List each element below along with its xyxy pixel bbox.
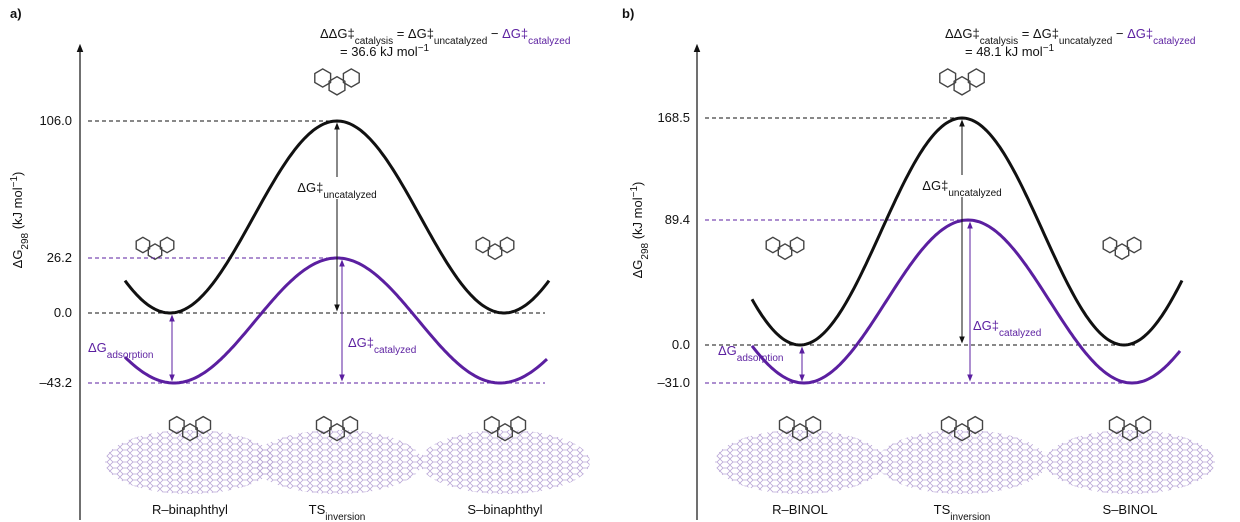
y-axis-label: ΔG298 (kJ mol−1) xyxy=(629,182,651,279)
figure: a)ΔG298 (kJ mol−1)ΔΔG‡catalysis = ΔG‡unc… xyxy=(0,0,1240,522)
state-label-part: S–BINOL xyxy=(1103,502,1158,517)
equation-part: ΔG‡ xyxy=(502,26,528,41)
level-label: 168.5 xyxy=(657,110,690,125)
state-label-part: R–binaphthyl xyxy=(152,502,228,517)
adsorption-label: ΔGadsorption xyxy=(718,343,784,364)
equation-part: ΔΔG‡ xyxy=(945,26,980,41)
y-axis-label-part: ) xyxy=(630,182,645,186)
graphene-sheet xyxy=(420,430,590,494)
y-axis-label-part: (kJ mol xyxy=(630,197,645,243)
state-label: R–BINOL xyxy=(772,502,828,517)
uncatalyzed-curve xyxy=(752,118,1182,345)
graphene-sheet xyxy=(715,430,885,494)
equation-part: catalyzed xyxy=(528,36,570,47)
molecule-ring xyxy=(778,244,791,259)
graphene-sheet xyxy=(105,430,275,494)
state-label: S–BINOL xyxy=(1103,502,1158,517)
molecule-ring xyxy=(968,69,984,87)
catalyzed-curve xyxy=(125,258,547,383)
state-label-part: S–binaphthyl xyxy=(467,502,542,517)
state-label: TSinversion xyxy=(309,502,366,522)
uncatalyzed-label-part: uncatalyzed xyxy=(948,188,1001,199)
adsorption-label-part: adsorption xyxy=(107,350,154,361)
equation-result-part: = 48.1 kJ mol xyxy=(965,44,1043,59)
y-axis-label-part: 298 xyxy=(640,242,651,259)
molecule-ring xyxy=(940,69,956,87)
y-axis-label-part: ) xyxy=(10,172,25,176)
graphene-sheet xyxy=(1045,430,1215,494)
uncatalyzed-label-part: ΔG‡ xyxy=(922,178,948,193)
panel-label: a) xyxy=(10,6,22,21)
equation-part: catalyzed xyxy=(1153,36,1195,47)
equation-part: uncatalyzed xyxy=(434,36,487,47)
equation-part: − xyxy=(1112,26,1127,41)
y-axis-label: ΔG298 (kJ mol−1) xyxy=(9,172,31,269)
level-label: 26.2 xyxy=(47,250,72,265)
graphene-sheet xyxy=(252,430,422,494)
panel-label: b) xyxy=(622,6,634,21)
equation-result-part: = 36.6 kJ mol xyxy=(340,44,418,59)
molecule-ring xyxy=(160,237,173,252)
equation-part: = ΔG‡ xyxy=(1018,26,1059,41)
uncatalyzed-label-part: uncatalyzed xyxy=(323,190,376,201)
y-axis-label-part: ΔG xyxy=(630,260,645,279)
catalyzed-label-part: ΔG‡ xyxy=(348,335,374,350)
catalyzed-label-part: catalyzed xyxy=(999,328,1041,339)
equation-part: uncatalyzed xyxy=(1059,36,1112,47)
catalyzed-label: ΔG‡catalyzed xyxy=(973,318,1041,339)
adsorption-label-part: ΔG xyxy=(718,343,737,358)
y-axis-label-part: −1 xyxy=(9,176,20,188)
state-label: TSinversion xyxy=(934,502,991,522)
uncatalyzed-label-part: ΔG‡ xyxy=(297,180,323,195)
state-label-part: R–BINOL xyxy=(772,502,828,517)
equation-part: = ΔG‡ xyxy=(393,26,434,41)
level-label: 106.0 xyxy=(39,113,72,128)
equation-result-part: −1 xyxy=(1043,43,1055,54)
state-label-part: TS xyxy=(309,502,326,517)
graphene-sheet xyxy=(877,430,1047,494)
level-label: 0.0 xyxy=(672,337,690,352)
molecule-ring xyxy=(766,237,779,252)
catalyzed-curve xyxy=(752,220,1180,383)
state-label-part: TS xyxy=(934,502,951,517)
molecule-ring xyxy=(1103,237,1116,252)
catalyzed-label: ΔG‡catalyzed xyxy=(348,335,416,356)
y-axis-label-part: ΔG xyxy=(10,250,25,269)
equation-part: ΔG‡ xyxy=(1127,26,1153,41)
molecule-ring xyxy=(488,244,501,259)
level-label: –31.0 xyxy=(657,375,690,390)
equation-result: = 48.1 kJ mol−1 xyxy=(965,43,1055,60)
equation-result: = 36.6 kJ mol−1 xyxy=(340,43,430,60)
state-label-part: inversion xyxy=(325,512,365,522)
equation-part: − xyxy=(487,26,502,41)
level-label: –43.2 xyxy=(39,375,72,390)
level-label: 0.0 xyxy=(54,305,72,320)
molecule-ring xyxy=(1115,244,1128,259)
y-axis-label-part: −1 xyxy=(629,186,640,198)
equation-result-part: −1 xyxy=(418,43,430,54)
molecule-ring xyxy=(790,237,803,252)
y-axis-label-part: (kJ mol xyxy=(10,187,25,233)
catalyzed-label-part: catalyzed xyxy=(374,345,416,356)
level-label: 89.4 xyxy=(665,212,690,227)
molecule-ring xyxy=(329,77,345,95)
adsorption-label-part: adsorption xyxy=(737,353,784,364)
catalyzed-label-part: ΔG‡ xyxy=(973,318,999,333)
molecule-ring xyxy=(954,77,970,95)
state-label: S–binaphthyl xyxy=(467,502,542,517)
molecule-ring xyxy=(148,244,161,259)
molecule-ring xyxy=(343,69,359,87)
molecule-ring xyxy=(500,237,513,252)
equation-part: ΔΔG‡ xyxy=(320,26,355,41)
state-label-part: inversion xyxy=(950,512,990,522)
molecule-ring xyxy=(315,69,331,87)
y-axis-label-part: 298 xyxy=(20,232,31,249)
state-label: R–binaphthyl xyxy=(152,502,228,517)
adsorption-label: ΔGadsorption xyxy=(88,340,154,361)
molecule-ring xyxy=(136,237,149,252)
molecule-ring xyxy=(1127,237,1140,252)
adsorption-label-part: ΔG xyxy=(88,340,107,355)
molecule-ring xyxy=(476,237,489,252)
